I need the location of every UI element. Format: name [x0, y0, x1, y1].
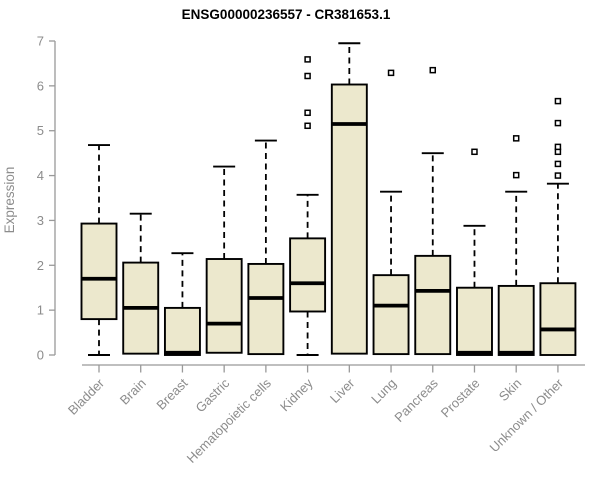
iqr-box: [414, 254, 452, 356]
y-tick-label: 5: [37, 123, 44, 138]
x-tick-label: Liver: [327, 375, 358, 406]
iqr-box: [289, 237, 327, 313]
x-tick-label: Gastric: [193, 375, 233, 415]
box-pancreas: [414, 66, 452, 356]
outlier-point: [304, 72, 311, 80]
box-breast: [163, 252, 201, 356]
outlier-point: [471, 148, 478, 156]
outlier-point: [554, 160, 562, 168]
outlier-point: [554, 119, 562, 127]
outlier-point: [512, 171, 520, 179]
y-tick-label: 7: [37, 34, 44, 49]
y-tick-label: 3: [37, 213, 44, 228]
outlier-point: [512, 135, 520, 142]
y-tick-label: 2: [37, 258, 44, 273]
x-tick-label: Unknown / Other: [486, 375, 566, 455]
y-tick-label: 1: [37, 303, 44, 318]
box-unknown-other: [539, 97, 577, 356]
y-tick-label: 4: [37, 168, 44, 183]
outlier-point: [554, 143, 562, 151]
box-prostate: [456, 148, 493, 356]
outlier-point: [554, 97, 562, 105]
iqr-box: [247, 262, 285, 356]
boxes: [80, 42, 577, 356]
box-brain: [122, 212, 160, 355]
box-liver: [330, 42, 368, 355]
box-kidney: [289, 56, 327, 356]
iqr-box: [80, 222, 118, 321]
chart-title: ENSG00000236557 - CR381653.1: [182, 7, 391, 22]
box-lung: [372, 69, 410, 356]
box-gastric: [205, 165, 243, 354]
iqr-box: [456, 286, 493, 356]
y-tick-label: 0: [37, 348, 44, 363]
y-tick-label: 6: [37, 78, 44, 93]
outlier-point: [554, 172, 562, 179]
iqr-box: [497, 284, 535, 356]
iqr-box: [539, 282, 577, 356]
x-tick-label: Prostate: [438, 376, 483, 421]
box-bladder: [80, 144, 118, 356]
iqr-box: [372, 274, 410, 356]
x-tick-label: Breast: [153, 375, 190, 412]
x-tick-label: Skin: [496, 376, 524, 404]
outlier-point: [429, 66, 437, 74]
iqr-box: [330, 83, 368, 355]
box-skin: [497, 135, 535, 356]
x-tick-label: Pancreas: [391, 375, 441, 425]
y-axis-label: Expression: [2, 167, 17, 234]
x-tick-label: Lung: [368, 376, 399, 407]
x-tick-label: Bladder: [65, 375, 108, 418]
x-tick-label: Brain: [117, 376, 149, 408]
outlier-point: [304, 56, 311, 63]
outlier-point: [387, 69, 395, 77]
outlier-point: [304, 109, 311, 117]
iqr-box: [205, 258, 243, 354]
outlier-point: [304, 122, 311, 130]
x-tick-label: Kidney: [277, 375, 316, 414]
iqr-box: [163, 306, 201, 356]
box-hematopoietic-cells: [247, 139, 285, 356]
